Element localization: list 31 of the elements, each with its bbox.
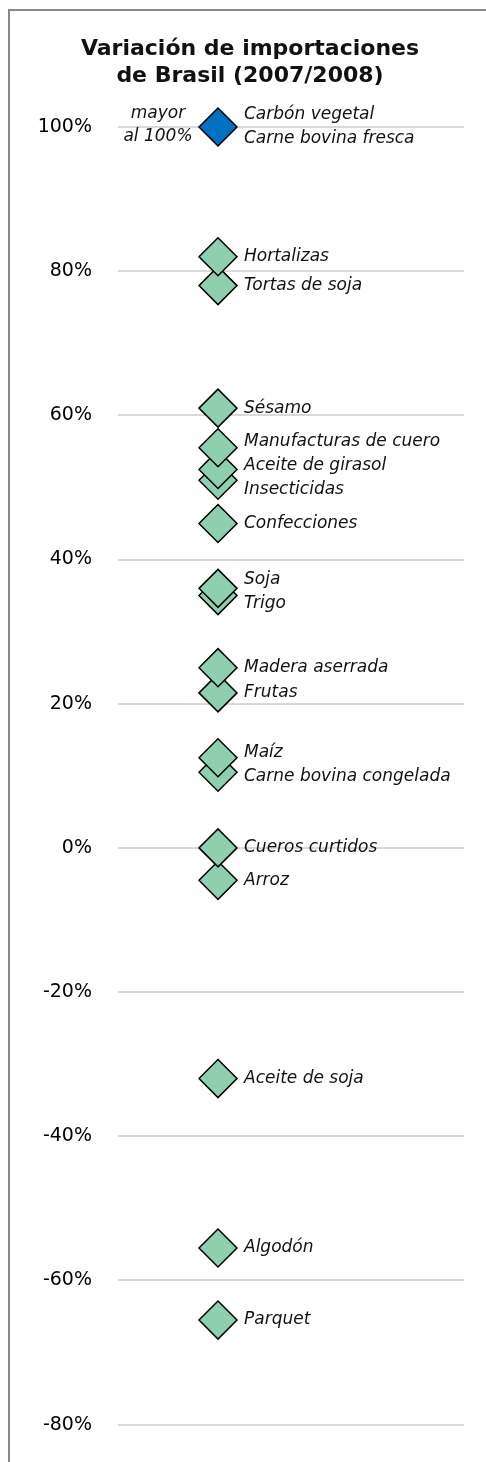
y-tick-label: -20% xyxy=(42,979,92,1001)
series-label: Carne bovina congelada xyxy=(244,765,451,786)
y-tick-label: 0% xyxy=(61,834,92,857)
series-label: Sésamo xyxy=(244,396,312,417)
y-tick-label: -60% xyxy=(42,1267,92,1290)
series-label: Confecciones xyxy=(244,511,358,532)
series-label: Soja xyxy=(244,568,281,589)
y-tick-label: -40% xyxy=(42,1123,92,1146)
series-label: Cueros curtidos xyxy=(244,836,378,857)
y-tick-label: 100% xyxy=(37,113,92,136)
series-label: Manufacturas de cuero xyxy=(244,430,441,451)
series-label: Tortas de soja xyxy=(244,274,363,295)
series-label: Carbón vegetal Carne bovina fresca xyxy=(244,103,415,148)
series-label: Hortalizas xyxy=(244,245,330,266)
annotation: mayor al 100% xyxy=(123,101,193,145)
series-label: Maíz xyxy=(244,741,284,762)
series-label: Frutas xyxy=(244,681,298,702)
series-label: Arroz xyxy=(243,868,291,889)
y-tick-label: -80% xyxy=(42,1411,92,1434)
series-label: Trigo xyxy=(244,592,286,613)
series-label: Algodón xyxy=(243,1236,314,1257)
series-label: Aceite de girasol xyxy=(243,454,387,475)
series-label: Madera aserrada xyxy=(244,656,389,677)
series-label: Aceite de soja xyxy=(243,1067,364,1087)
chart-title: Variación de importaciones de Brasil (2007/2008) xyxy=(79,34,421,88)
series-label: Insecticidas xyxy=(244,478,345,499)
y-tick-label: 80% xyxy=(49,258,92,281)
y-tick-label: 40% xyxy=(49,546,92,569)
y-tick-label: 60% xyxy=(49,402,92,425)
y-tick-label: 20% xyxy=(49,690,92,713)
series-label: Parquet xyxy=(244,1308,312,1329)
